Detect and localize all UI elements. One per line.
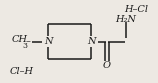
Text: –: – xyxy=(26,37,31,46)
Text: Cl–H: Cl–H xyxy=(10,67,33,76)
Text: H₂N: H₂N xyxy=(115,15,136,24)
Text: H–Cl: H–Cl xyxy=(125,5,148,14)
Text: N: N xyxy=(87,37,96,46)
Text: N: N xyxy=(44,37,52,46)
Text: O: O xyxy=(103,61,111,70)
Text: CH: CH xyxy=(12,35,28,44)
Text: 3: 3 xyxy=(23,42,28,50)
